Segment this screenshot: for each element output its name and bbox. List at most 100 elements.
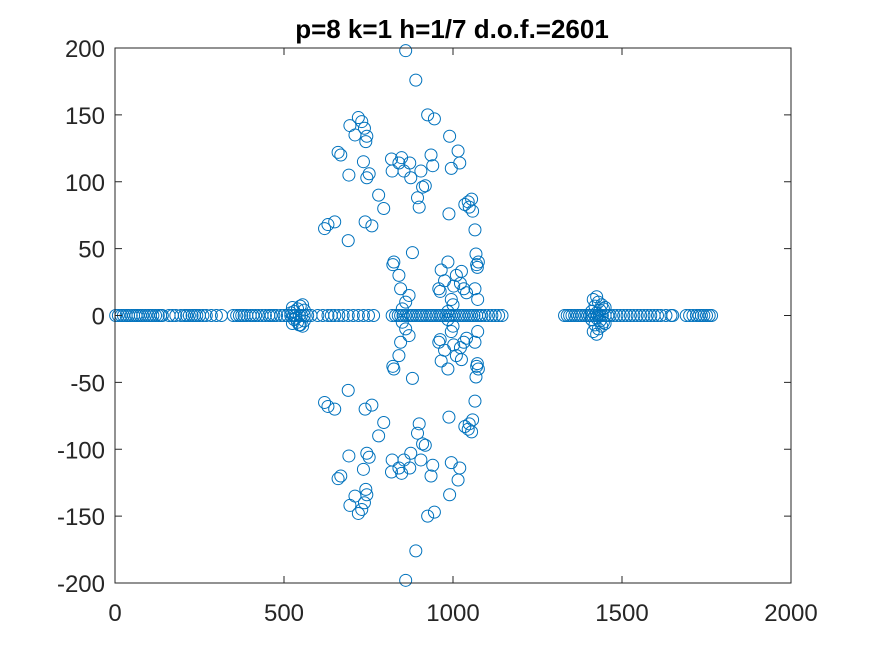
data-point [149,309,163,322]
data-point [470,260,484,274]
data-point [331,472,345,486]
data-point [328,402,342,416]
data-point [495,309,509,322]
data-point [659,309,673,322]
data-point [468,223,482,237]
data-point [389,309,403,322]
data-point [468,335,482,349]
data-point [469,247,483,261]
data-point [468,394,482,408]
data-point [274,309,288,322]
data-point [590,311,604,325]
data-point [434,263,448,277]
data-point [346,309,360,322]
data-point [358,215,372,229]
y-tick-label: 150 [65,103,105,130]
data-point [412,417,426,431]
data-point [394,335,408,349]
data-point [565,309,579,322]
data-point [182,309,196,322]
data-point [462,417,476,431]
data-point [399,573,413,587]
data-point [590,327,604,341]
data-point [444,161,458,175]
data-point [444,456,458,470]
data-point [617,309,631,322]
data-point [451,473,465,487]
data-point [358,402,372,416]
data-point [155,309,169,322]
y-tick-label: -200 [57,571,105,598]
data-point [424,148,438,162]
data-point [492,309,506,322]
data-point [336,309,350,322]
data-point [395,302,409,316]
y-tick-label: 50 [78,237,105,264]
data-point [419,309,433,322]
x-tick-label: 1000 [426,600,479,627]
data-point [443,129,457,143]
data-point [237,309,251,322]
data-point [162,309,176,322]
data-point [426,309,440,322]
data-point [406,309,420,322]
data-point [136,309,150,322]
chart-title: p=8 k=1 h=1/7 d.o.f.=2601 [295,14,609,44]
data-point [342,168,356,182]
data-point [444,325,458,339]
x-tick-label: 0 [108,600,121,627]
y-tick-label: 200 [65,36,105,63]
data-point [246,309,260,322]
y-tick-label: 100 [65,170,105,197]
data-point [416,309,430,322]
data-points-layer [109,44,719,587]
data-point [446,319,460,333]
data-point [355,115,369,129]
data-point [705,309,719,322]
data-point [174,309,188,322]
data-point [441,362,455,376]
data-point [416,437,430,451]
data-point [399,322,413,336]
data-point [438,343,452,357]
data-point [457,282,471,296]
data-point [434,354,448,368]
data-point [362,309,375,322]
data-point [284,306,298,320]
data-point [416,180,430,194]
data-point [293,299,307,313]
data-point [460,309,474,322]
y-tick-label: -50 [70,370,105,397]
data-point [471,255,485,269]
data-point [409,544,423,558]
data-point [199,309,213,322]
data-point [296,319,310,333]
data-point [460,286,474,300]
data-point [111,309,125,322]
data-point [334,469,348,483]
data-point [331,145,345,159]
data-point [447,338,461,352]
data-point [470,357,484,371]
data-point [399,44,413,58]
data-point [362,450,376,464]
data-point [442,207,456,221]
data-point [623,309,637,322]
data-point [226,309,240,322]
data-point [468,282,482,296]
data-point [409,309,423,322]
data-point [334,148,348,162]
data-point [437,309,451,322]
data-point [485,309,499,322]
data-point [613,309,627,322]
data-point [603,309,617,322]
data-point [146,309,160,322]
data-point [442,410,456,424]
data-point [396,309,410,322]
data-point [341,234,355,248]
data-point [138,309,152,322]
data-point [429,309,443,322]
data-point [462,200,476,214]
data-point [575,309,589,322]
